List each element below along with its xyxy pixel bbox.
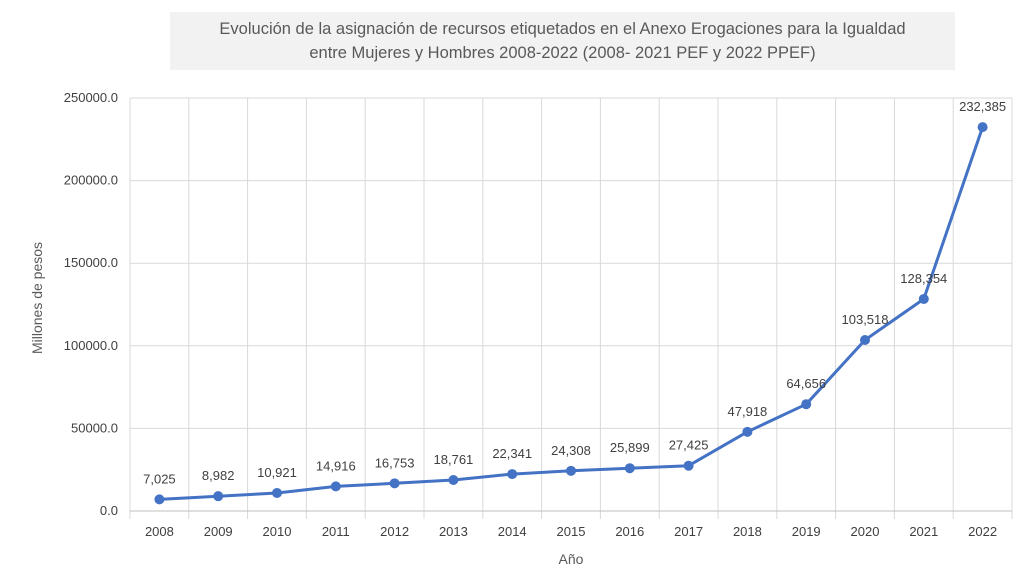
data-label: 8,982 xyxy=(202,468,235,483)
data-label: 22,341 xyxy=(492,446,532,461)
data-point xyxy=(566,465,576,476)
data-label: 14,916 xyxy=(316,458,356,473)
data-label: 24,308 xyxy=(551,443,591,458)
y-tick-label: 250000.0 xyxy=(64,90,118,105)
x-tick-label: 2008 xyxy=(145,524,174,539)
x-axis-ticks: 2008 2009 2010 2011 2012 2013 2014 2015 2016 2017… xyxy=(145,524,997,539)
y-tick-label: 100000.0 xyxy=(64,338,118,353)
data-points xyxy=(154,122,988,505)
data-point xyxy=(213,491,224,502)
data-point xyxy=(801,399,812,410)
x-tick-label: 2016 xyxy=(615,524,644,539)
x-tick-label: 2013 xyxy=(439,524,468,539)
y-tick-label: 150000.0 xyxy=(64,255,118,270)
grid xyxy=(129,97,1013,519)
data-label: 64,656 xyxy=(786,376,826,391)
chart-title-line-1: Evolución de la asignación de recursos e… xyxy=(219,20,906,38)
x-tick-label: 2022 xyxy=(968,524,997,539)
data-point xyxy=(507,469,518,480)
data-label: 25,899 xyxy=(610,440,650,455)
x-tick-label: 2014 xyxy=(498,524,527,539)
chart-title: Evolución de la asignación de recursos e… xyxy=(170,12,955,70)
data-label: 232,385 xyxy=(959,99,1006,114)
data-point xyxy=(448,475,459,486)
x-tick-label: 2012 xyxy=(380,524,409,539)
chart-title-line-2: entre Mujeres y Hombres 2008-2022 (2008-… xyxy=(309,44,816,62)
data-point xyxy=(918,293,929,304)
y-axis-ticks: 0.0 50000.0 100000.0 150000.0 200000.0 250000… xyxy=(64,90,118,518)
data-label: 47,918 xyxy=(728,404,768,419)
x-tick-label: 2020 xyxy=(851,524,880,539)
y-tick-label: 0.0 xyxy=(100,503,118,518)
x-tick-label: 2010 xyxy=(263,524,292,539)
data-label: 27,425 xyxy=(669,438,709,453)
data-point xyxy=(977,122,988,133)
y-tick-label: 50000.0 xyxy=(71,420,118,435)
data-label: 18,761 xyxy=(434,452,474,467)
data-point xyxy=(742,426,753,437)
data-label: 16,753 xyxy=(375,455,415,470)
data-point xyxy=(330,481,341,492)
y-tick-label: 200000.0 xyxy=(64,173,118,188)
x-tick-label: 2021 xyxy=(909,524,938,539)
x-tick-label: 2017 xyxy=(674,524,703,539)
data-point xyxy=(683,460,694,471)
x-tick-label: 2018 xyxy=(733,524,762,539)
data-point xyxy=(154,494,165,505)
data-label: 103,518 xyxy=(842,312,889,327)
x-tick-label: 2019 xyxy=(792,524,821,539)
x-tick-label: 2011 xyxy=(322,524,350,539)
data-point xyxy=(389,478,400,489)
data-point xyxy=(860,334,870,345)
data-labels: 7,025 8,982 10,921 14,916 16,753 18,761 22,341… xyxy=(143,99,1006,486)
y-axis-title: Millones de pesos xyxy=(29,242,45,354)
x-tick-label: 2009 xyxy=(204,524,233,539)
x-axis-title: Año xyxy=(559,551,584,567)
data-label: 10,921 xyxy=(257,465,297,480)
x-tick-label: 2015 xyxy=(557,524,586,539)
data-label: 7,025 xyxy=(143,471,176,486)
data-label: 128,354 xyxy=(900,271,947,286)
data-point xyxy=(272,487,282,498)
data-point xyxy=(624,463,635,474)
